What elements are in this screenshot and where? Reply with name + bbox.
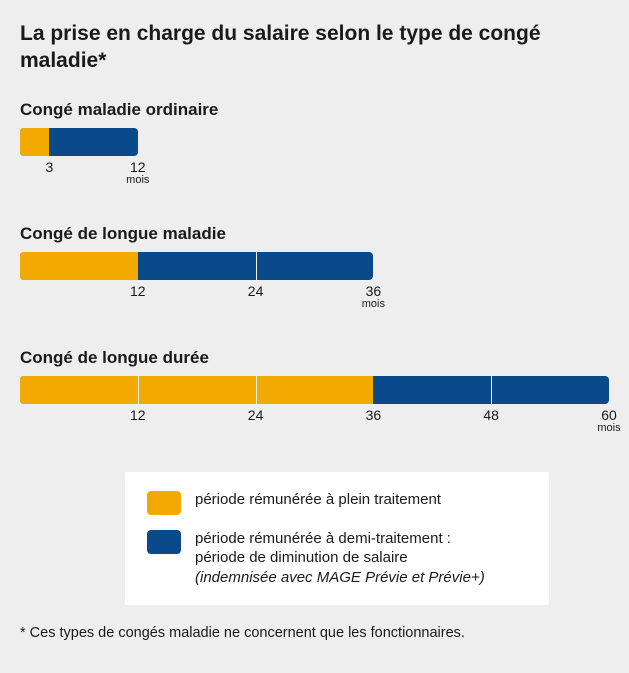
- tick-label: 12: [130, 284, 146, 299]
- grid-line: [491, 376, 492, 404]
- legend: période rémunérée à plein traitement pér…: [125, 472, 549, 606]
- chart-section: Congé de longue maladie 12 24 36mois: [20, 224, 609, 320]
- bar: [20, 252, 609, 280]
- tick-unit: mois: [362, 299, 385, 310]
- tick: 24: [248, 284, 264, 299]
- tick: 36mois: [362, 284, 385, 310]
- section-title: Congé maladie ordinaire: [20, 100, 609, 120]
- tick: 24: [248, 408, 264, 423]
- tick-label: 36: [362, 284, 385, 299]
- tick-label: 48: [483, 408, 499, 423]
- tick: 3: [46, 160, 54, 175]
- legend-item-half: période rémunérée à demi-traitement : pé…: [147, 529, 527, 588]
- axis-ticks: 12 24 36mois: [20, 284, 609, 320]
- bar-segment-full: [20, 128, 49, 156]
- bar-segment-full: [20, 252, 138, 280]
- bar-segment-full: [20, 376, 373, 404]
- bar: [20, 128, 609, 156]
- tick-unit: mois: [597, 423, 620, 434]
- axis-ticks: 3 12mois: [20, 160, 609, 196]
- tick-label: 12: [126, 160, 149, 175]
- grid-line: [256, 376, 257, 404]
- tick: 60mois: [597, 408, 620, 434]
- section-title: Congé de longue durée: [20, 348, 609, 368]
- tick: 12: [130, 284, 146, 299]
- grid-line: [256, 252, 257, 280]
- tick-label: 3: [46, 160, 54, 175]
- grid-line: [138, 376, 139, 404]
- legend-swatch-full: [147, 491, 181, 515]
- bar: [20, 376, 609, 404]
- legend-swatch-half: [147, 530, 181, 554]
- chart-section: Congé maladie ordinaire 3 12mois: [20, 100, 609, 196]
- axis-ticks: 1224364860mois: [20, 408, 609, 444]
- tick: 12: [130, 408, 146, 423]
- tick-label: 60: [597, 408, 620, 423]
- section-title: Congé de longue maladie: [20, 224, 609, 244]
- tick-label: 24: [248, 284, 264, 299]
- tick-unit: mois: [126, 175, 149, 186]
- chart-title: La prise en charge du salaire selon le t…: [20, 20, 609, 75]
- chart-section: Congé de longue durée1224364860mois: [20, 348, 609, 444]
- tick-label: 12: [130, 408, 146, 423]
- legend-label-full: période rémunérée à plein traitement: [195, 490, 441, 510]
- footnote: * Ces types de congés maladie ne concern…: [20, 625, 609, 641]
- tick-label: 24: [248, 408, 264, 423]
- tick: 36: [366, 408, 382, 423]
- tick: 48: [483, 408, 499, 423]
- legend-label-half: période rémunérée à demi-traitement : pé…: [195, 529, 485, 588]
- legend-item-full: période rémunérée à plein traitement: [147, 490, 527, 515]
- tick: 12mois: [126, 160, 149, 186]
- tick-label: 36: [366, 408, 382, 423]
